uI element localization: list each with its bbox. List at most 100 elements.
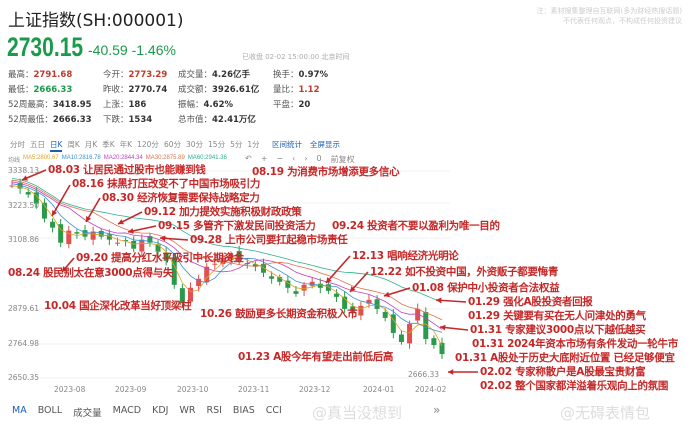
chart-controls: ↶ + − ‹ › 0 前复权 (245, 154, 355, 165)
candle-body (147, 236, 153, 243)
annotation: 12.13 唱响经济光明论 (352, 250, 459, 262)
stat-value: 0.97% (298, 70, 329, 80)
stat-value: 20 (298, 100, 311, 110)
tab-7[interactable]: 120分 (137, 140, 159, 149)
indicator-tab-6[interactable]: RSI (206, 405, 222, 416)
note-line: 注：素材搜集整理自互联网(多为财经热搜话题) (536, 7, 682, 15)
candle-body (293, 291, 299, 294)
ma-value: MA20:2844.34 (103, 155, 143, 161)
period-tabs: 分时 五日 日K 周K 月K 季K 年K 120分 60分 30分 15分 5分 1分 (10, 139, 260, 152)
tab-8[interactable]: 60分 (163, 140, 181, 149)
ma-line-0 (11, 185, 443, 347)
arrow-head (118, 219, 124, 225)
arrow-head (326, 277, 332, 283)
candle-body (114, 242, 120, 244)
stat-value: 42.41万亿 (212, 115, 256, 125)
indicator-tab-7[interactable]: BIAS (232, 405, 255, 416)
annotation: 08.19 为消费市场增添更多信心 (252, 166, 400, 178)
stat-item: 今开：2773.29 (103, 68, 167, 80)
x-tick-label: 2023-09 (115, 385, 147, 394)
tab-9[interactable]: 30分 (185, 140, 204, 149)
candle-body (33, 192, 39, 204)
candle-body (423, 312, 429, 339)
tab-11[interactable]: 5分 (230, 140, 243, 149)
tab-0[interactable]: 分时 (10, 140, 25, 149)
stat-value: 4.62% (203, 100, 234, 110)
candle-body (123, 240, 129, 242)
tab-4[interactable]: 月K (84, 140, 98, 149)
chart-control-6[interactable]: 前复权 (330, 155, 355, 164)
right-tabs: 区间统计 全屏显示 (272, 139, 340, 150)
candle-body (374, 299, 380, 309)
annotation-arrow (51, 184, 71, 217)
ma-line-1 (11, 183, 443, 333)
tab-10[interactable]: 15分 (208, 140, 226, 149)
candle-body (366, 299, 372, 304)
annotation: 08.24 股民别太在意3000点得与失 (8, 267, 174, 279)
chart-control-1[interactable]: + (260, 154, 268, 163)
x-tick-label: 2023-12 (299, 385, 331, 394)
candle-body (90, 231, 96, 240)
chart-control-2[interactable]: − (276, 154, 284, 163)
ma-value: MA60:2941.36 (187, 155, 227, 161)
current-price: 2730.15 (7, 32, 84, 62)
stat-label: 52周最高： (8, 100, 53, 110)
candle-body (171, 257, 177, 285)
arrow-head (128, 228, 134, 234)
chart-control-0[interactable]: ↶ (245, 154, 252, 163)
candle-body (228, 254, 234, 261)
candle-body (74, 232, 80, 234)
range-stats-button[interactable]: 区间统计 (272, 140, 302, 149)
candle-body (407, 323, 413, 344)
annotation: 02.02 专家称散户是A股最宝贵财富 (480, 366, 646, 378)
candle-body (431, 338, 437, 345)
tab-6[interactable]: 年K (119, 140, 133, 149)
candle-body (106, 234, 112, 240)
candle-body (196, 278, 202, 287)
stat-item: 最低：2666.33 (8, 83, 72, 95)
indicator-tab-4[interactable]: KDJ (152, 405, 169, 416)
tab-5[interactable]: 季K (102, 140, 115, 149)
tab-2[interactable]: 日K (50, 139, 63, 152)
indicator-tab-1[interactable]: BOLL (37, 405, 63, 416)
chart-control-3[interactable]: ‹ (292, 154, 296, 163)
arrow-head (160, 235, 166, 242)
indicator-tab-5[interactable]: WR (179, 405, 196, 416)
price-change: -40.59 -1.46% (88, 42, 176, 58)
ma-label: 均线 (8, 158, 21, 164)
stat-label: 换手： (273, 70, 299, 80)
indicator-tab-2[interactable]: 成交量 (73, 408, 102, 419)
stat-label: 下跌： (103, 115, 129, 125)
candle-body (261, 263, 267, 273)
stat-label: 昨收： (103, 85, 129, 95)
chart-control-5[interactable]: 0 (316, 154, 322, 163)
tab-3[interactable]: 周K (67, 140, 80, 149)
candle-body (179, 288, 185, 303)
fullscreen-button[interactable]: 全屏显示 (310, 140, 340, 149)
chart-control-4[interactable]: › (304, 154, 308, 163)
annotation: 01.29 强化A股投资者回报 (468, 296, 593, 308)
indicator-tab-3[interactable]: MACD (112, 405, 142, 416)
tab-12[interactable]: 1分 (247, 140, 260, 149)
ma-value: MA5:2800.67 (23, 155, 59, 161)
tab-1[interactable]: 五日 (30, 140, 45, 149)
candle-body (390, 314, 396, 333)
annotation: 09.28 上市公司要扛起稳市场责任 (190, 234, 348, 246)
candle-body (439, 342, 445, 355)
candle-body (325, 284, 331, 291)
more-indicators-button[interactable]: » (433, 403, 441, 417)
stat-item: 52周最低：2666.33 (8, 113, 92, 125)
stat-value: 3418.95 (52, 100, 92, 110)
note-line: 不代表任何观点，不构成任何投资建议 (563, 17, 682, 25)
y-tick-label: 2879.61 (8, 304, 40, 313)
stat-item: 成交量：4.26亿手 (178, 68, 250, 80)
watermark: @无碍表情包 (560, 404, 651, 422)
stat-value: 186 (128, 100, 147, 110)
annotation: 08.16 抹黑打压改变不了中国市场吸引力 (72, 178, 261, 190)
annotation: 01.08 保护中小投资者合法权益 (412, 282, 560, 294)
indicator-tab-8[interactable]: CCI (265, 405, 282, 416)
stat-value: 4.26亿手 (212, 70, 250, 80)
ma-line-3 (11, 179, 443, 321)
indicator-tab-0[interactable]: MA (12, 405, 27, 416)
